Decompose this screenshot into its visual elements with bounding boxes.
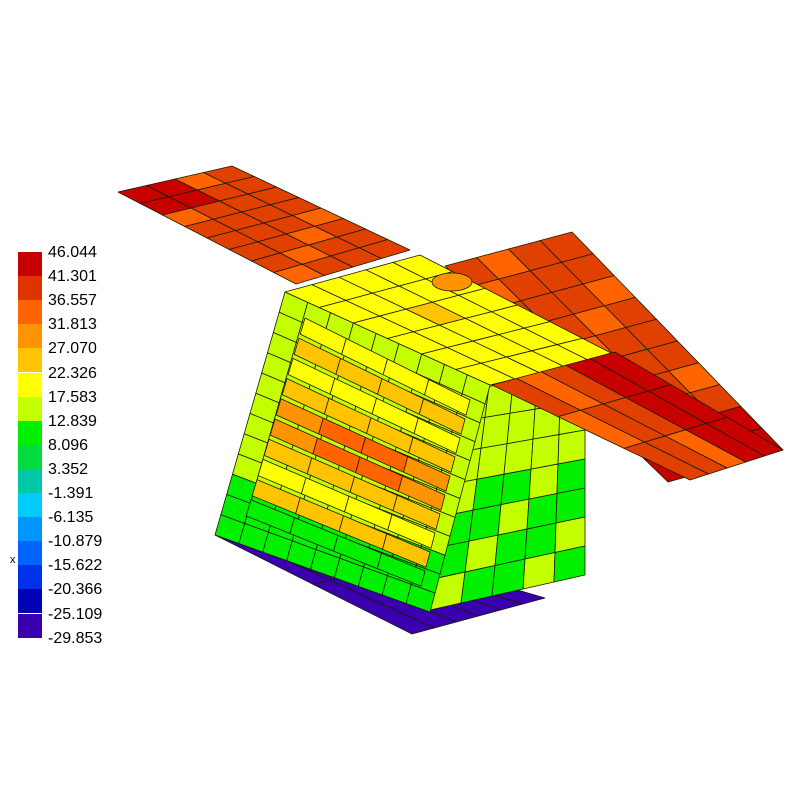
internal-shelf-element bbox=[382, 533, 431, 568]
internal-shelf-element bbox=[397, 475, 446, 511]
legend-label: 17.583 bbox=[48, 388, 97, 406]
internal-shelf-element bbox=[413, 417, 461, 454]
legend-band bbox=[18, 565, 42, 590]
legend-label: 22.326 bbox=[48, 364, 97, 382]
antenna-disk bbox=[431, 272, 473, 292]
legend-label: 12.839 bbox=[48, 412, 97, 430]
legend-label: -10.879 bbox=[48, 533, 103, 551]
side-panel-element bbox=[556, 458, 586, 494]
legend-band bbox=[18, 300, 42, 325]
internal-shelf-element bbox=[424, 379, 471, 416]
legend-label: 3.352 bbox=[48, 460, 89, 478]
legend-band bbox=[18, 468, 42, 493]
internal-shelf-element bbox=[408, 436, 456, 473]
side-panel-element bbox=[557, 429, 586, 465]
legend-band bbox=[18, 493, 42, 518]
legend-band bbox=[18, 324, 42, 349]
legend-band bbox=[18, 517, 42, 542]
legend-band bbox=[18, 420, 42, 445]
side-panel-element bbox=[506, 408, 536, 445]
legend-band bbox=[18, 348, 42, 373]
side-panel-element bbox=[530, 434, 560, 470]
legend-label: 36.557 bbox=[48, 292, 97, 310]
side-panel-element bbox=[480, 412, 511, 449]
legend-label: 46.044 bbox=[48, 244, 97, 261]
solar-cell bbox=[358, 239, 411, 259]
legend-band bbox=[18, 613, 42, 638]
internal-shelf-element bbox=[376, 552, 426, 587]
legend-band bbox=[18, 396, 42, 421]
internal-shelf-element bbox=[387, 514, 436, 549]
internal-shelf-element bbox=[403, 456, 451, 492]
axis-label-x: x bbox=[10, 554, 16, 566]
side-panel-element bbox=[503, 438, 534, 475]
internal-shelf-element bbox=[392, 494, 441, 530]
legend-label: -6.135 bbox=[48, 509, 94, 527]
legend-label: -20.366 bbox=[48, 581, 103, 599]
legend-label: 31.813 bbox=[48, 316, 97, 334]
side-panel-element bbox=[553, 545, 586, 583]
legend-band bbox=[18, 541, 42, 566]
legend-label: -15.622 bbox=[48, 557, 103, 575]
frame-element bbox=[405, 583, 436, 613]
legend-band bbox=[18, 276, 42, 301]
legend-band bbox=[18, 444, 42, 469]
legend-label: 27.070 bbox=[48, 340, 97, 358]
legend-label: -25.109 bbox=[48, 605, 103, 623]
legend-label: 8.096 bbox=[48, 436, 89, 454]
legend-label: -1.391 bbox=[48, 485, 94, 502]
right-solar-panel-front bbox=[491, 351, 784, 481]
legend-band bbox=[18, 252, 42, 277]
legend-label: -29.853 bbox=[48, 629, 103, 647]
legend-band bbox=[18, 372, 42, 397]
internal-shelf-element bbox=[418, 398, 466, 435]
legend-label: 41.301 bbox=[48, 268, 97, 286]
solar-cell bbox=[706, 416, 784, 457]
left-solar-panel bbox=[117, 165, 411, 285]
side-panel-element bbox=[476, 443, 508, 480]
legend-band bbox=[18, 589, 42, 614]
